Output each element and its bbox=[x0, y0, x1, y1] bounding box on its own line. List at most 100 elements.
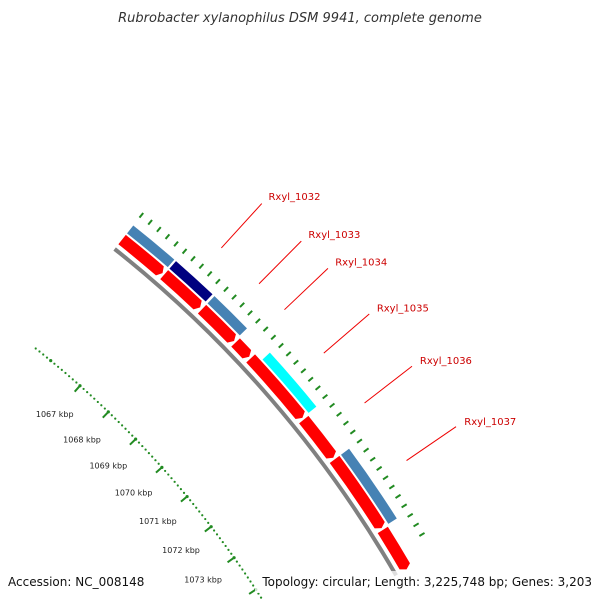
scale-tick-label: 1067 kbp bbox=[36, 410, 74, 419]
inner-tick bbox=[206, 270, 213, 277]
scale-tick-label: 1068 kbp bbox=[63, 435, 101, 444]
scale-major-tick bbox=[155, 466, 163, 474]
scale-dot bbox=[212, 529, 216, 532]
scale-tick-label: 1071 kbp bbox=[139, 517, 177, 526]
scale-dot bbox=[45, 356, 49, 359]
scale-dot bbox=[127, 431, 131, 434]
scale-dot bbox=[215, 533, 219, 536]
scale-dot bbox=[192, 502, 195, 506]
inner-tick bbox=[285, 351, 292, 357]
inner-tick bbox=[307, 376, 314, 383]
scale-dot bbox=[238, 564, 241, 567]
scale-dot bbox=[82, 387, 85, 391]
scale-major-tick bbox=[73, 385, 81, 393]
scale-dot bbox=[141, 444, 144, 448]
scale-dot bbox=[249, 580, 252, 583]
inner-tick bbox=[376, 465, 383, 471]
scale-major-tick bbox=[248, 588, 257, 595]
inner-tick bbox=[369, 456, 376, 462]
scale-major-tick bbox=[129, 438, 137, 446]
inner-tick bbox=[270, 334, 277, 341]
gene-feature bbox=[207, 296, 247, 336]
scale-dot bbox=[68, 375, 71, 378]
gene-feature bbox=[169, 261, 213, 302]
cds-arrow bbox=[377, 526, 410, 570]
gene-label-leader bbox=[406, 426, 457, 462]
inner-tick bbox=[300, 368, 307, 374]
inner-tick bbox=[255, 318, 261, 324]
scale-dot bbox=[252, 584, 255, 587]
cds-arrow bbox=[299, 415, 336, 459]
gene-label: Rxyl_1036 bbox=[420, 356, 472, 367]
scale-dot bbox=[151, 455, 154, 458]
gene-label: Rxyl_1032 bbox=[268, 192, 320, 203]
scale-dot bbox=[131, 434, 134, 437]
scale-dot bbox=[96, 400, 99, 404]
inner-tick bbox=[181, 248, 188, 255]
scale-dot bbox=[241, 568, 244, 571]
scale-dot bbox=[167, 473, 170, 476]
scale-dot bbox=[144, 448, 147, 451]
topology-backdrop bbox=[255, 571, 600, 593]
gene-labels-layer: Rxyl_1032 Rxyl_1033 Rxyl_1034 Rxyl_1035 Rxyl… bbox=[221, 192, 516, 462]
scale-dot bbox=[86, 391, 89, 394]
scale-dot bbox=[259, 596, 263, 599]
scale-dot bbox=[246, 576, 249, 579]
inner-tick bbox=[138, 212, 145, 219]
scale-dot bbox=[114, 417, 117, 420]
scale-dot bbox=[124, 427, 127, 430]
cds-arrow bbox=[197, 304, 236, 343]
scale-dot bbox=[157, 462, 160, 465]
scale-dot bbox=[189, 499, 192, 502]
scale-dot bbox=[64, 371, 67, 375]
scale-dot bbox=[179, 488, 183, 491]
scale-dot bbox=[257, 592, 260, 595]
inner-tick bbox=[173, 240, 179, 247]
scale-dot bbox=[42, 353, 45, 356]
backbone-ring bbox=[113, 247, 398, 577]
inner-tick bbox=[198, 263, 205, 270]
cds-arrow bbox=[231, 338, 252, 359]
gene-label-leader bbox=[284, 267, 329, 311]
scale-dot bbox=[176, 484, 179, 487]
inner-tick bbox=[147, 219, 153, 226]
scale-dot bbox=[170, 477, 173, 480]
inner-tick bbox=[223, 286, 229, 293]
inner-tick bbox=[388, 484, 395, 490]
inner-tick bbox=[342, 420, 349, 426]
cds-track-layer bbox=[118, 234, 410, 570]
inner-tick bbox=[394, 493, 402, 499]
scale-major-tick bbox=[102, 411, 110, 419]
inner-tick bbox=[278, 342, 284, 349]
scale-dot bbox=[89, 394, 92, 397]
scale-dot bbox=[164, 469, 167, 473]
backbone-layer bbox=[113, 247, 398, 577]
scale-major-tick bbox=[180, 495, 188, 503]
inner-tick bbox=[190, 255, 196, 262]
scale-dot bbox=[204, 517, 207, 521]
scale-dot bbox=[201, 514, 204, 517]
inner-tick bbox=[407, 512, 414, 518]
inner-tick bbox=[418, 532, 426, 537]
scale-major-tick bbox=[226, 556, 235, 564]
scale-dot bbox=[117, 420, 120, 424]
scale-dot bbox=[60, 368, 63, 372]
inner-tick bbox=[363, 447, 370, 453]
inner-tick bbox=[215, 278, 221, 285]
gene-label-leader bbox=[364, 365, 413, 404]
scale-dot bbox=[71, 378, 74, 381]
inner-tick bbox=[247, 310, 253, 316]
inner-tick bbox=[231, 294, 237, 300]
inner-tick bbox=[413, 522, 420, 528]
inner-tick bbox=[349, 429, 356, 435]
inner-tick bbox=[401, 503, 408, 509]
scale-dot bbox=[182, 491, 186, 494]
scale-dot bbox=[173, 480, 176, 483]
scale-dot bbox=[224, 544, 227, 548]
cds-arrow bbox=[160, 270, 202, 310]
gene-label-leader bbox=[221, 203, 263, 249]
inner-tick bbox=[322, 393, 328, 400]
inner-tick bbox=[239, 302, 245, 308]
scale-dot bbox=[34, 347, 37, 350]
